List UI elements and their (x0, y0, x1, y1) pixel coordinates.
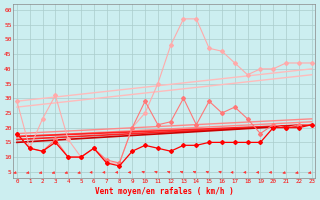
X-axis label: Vent moyen/en rafales ( km/h ): Vent moyen/en rafales ( km/h ) (95, 187, 234, 196)
